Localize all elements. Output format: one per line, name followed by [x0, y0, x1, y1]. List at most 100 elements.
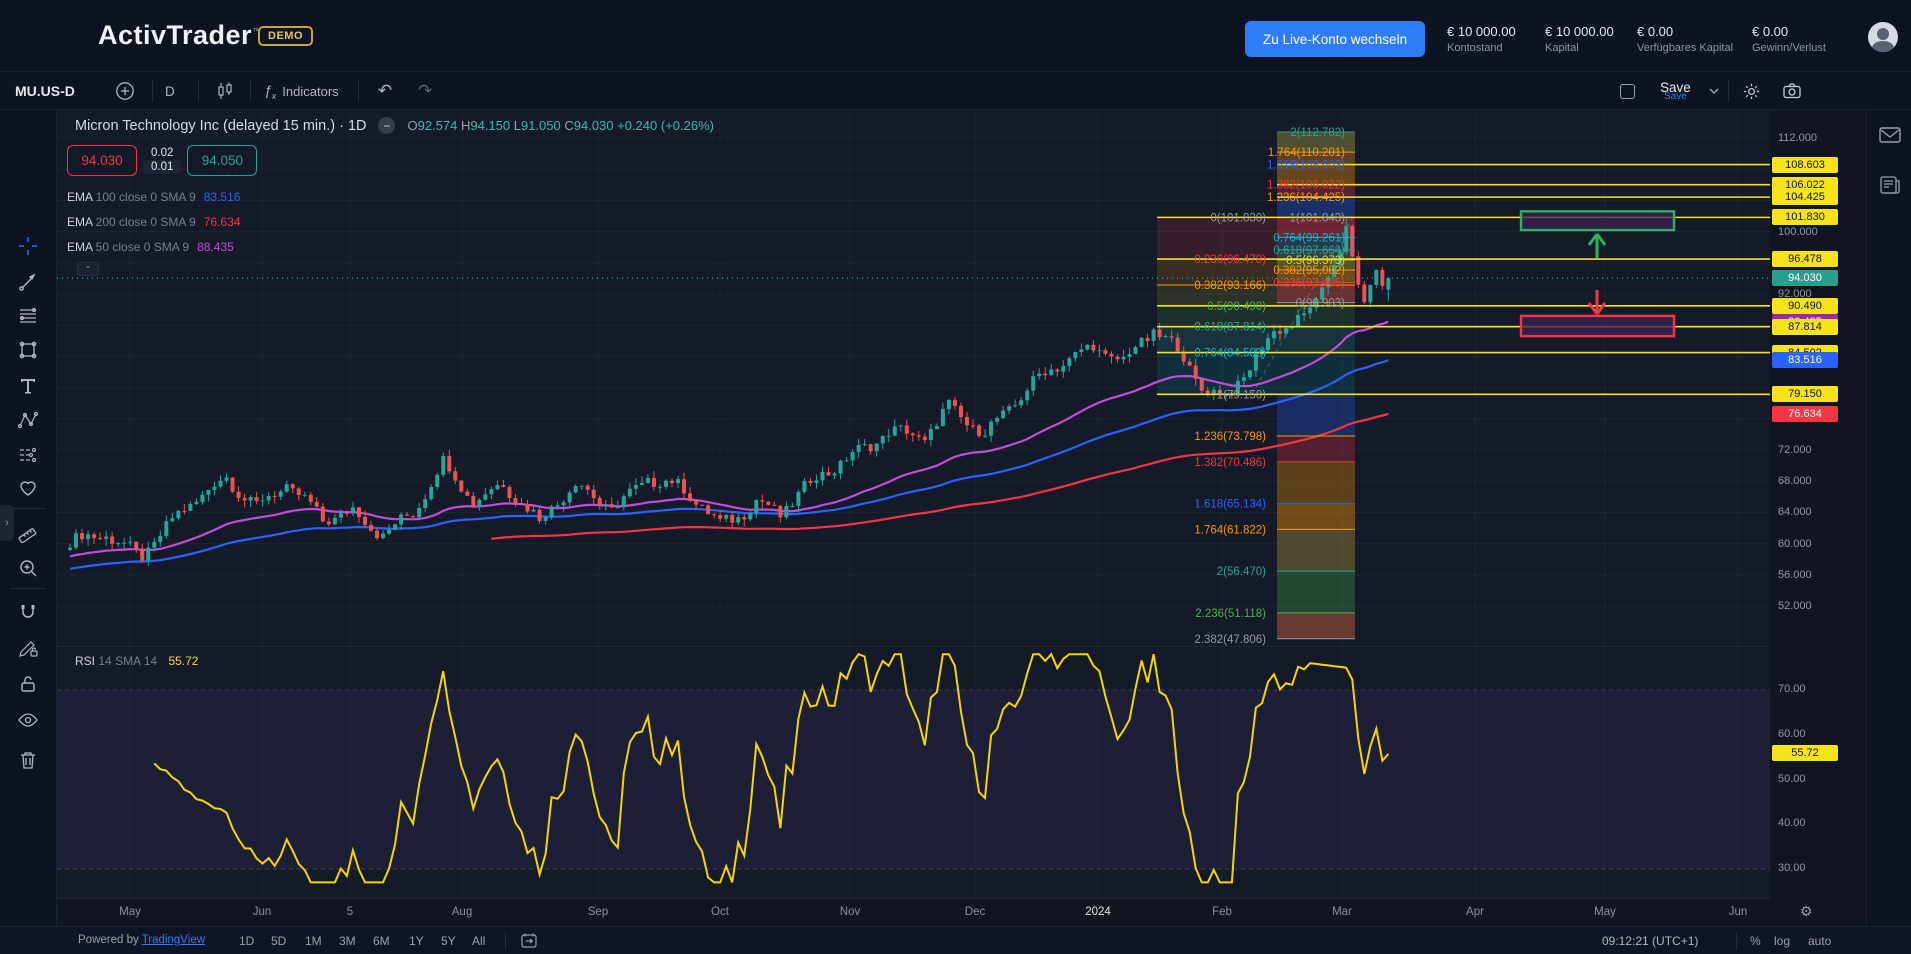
range-1d[interactable]: 1D [239, 934, 255, 948]
fib-label: 0.236(96.478) [1194, 254, 1266, 266]
go-to-date-icon[interactable] [520, 922, 538, 954]
drawing-lock-tool[interactable] [14, 634, 42, 662]
fib-label: 0.764(99.261) [1273, 232, 1345, 244]
expand-panel-chevron[interactable]: › [0, 505, 14, 541]
ema-50-line [69, 320, 1389, 558]
clock[interactable]: 09:12:21 (UTC+1) [1602, 934, 1699, 948]
zoom-in-tool[interactable] [14, 554, 42, 582]
fib-label: 0.5(96.373) [1286, 255, 1345, 267]
ask-button[interactable]: 94.050 [187, 145, 258, 176]
powered-by: Powered by TradingView [78, 934, 206, 946]
fib-label: 2(56.470) [1217, 566, 1266, 578]
fib-label: 1.382(106.022) [1267, 180, 1345, 192]
switch-to-live-button[interactable]: Zu Live-Konto wechseln [1245, 21, 1426, 57]
save-button[interactable]: Save Save [1660, 79, 1691, 103]
price-tag: 101.830 [1772, 209, 1838, 226]
fib-label: 1.236(73.798) [1194, 431, 1266, 443]
emoji-tool[interactable] [14, 474, 42, 502]
range-3m[interactable]: 3M [339, 934, 356, 948]
price-tag: 96.478 [1772, 251, 1838, 268]
collapse-indicators-icon[interactable]: ⌃ [77, 262, 99, 276]
tradingview-link[interactable]: TradingView [141, 934, 206, 946]
camera-icon[interactable] [1782, 72, 1802, 110]
account-metric: € 0.00 Gewinn/Verlust [1752, 24, 1826, 54]
text-tool[interactable] [14, 372, 42, 400]
indicators-button[interactable]: ƒx Indicators [264, 81, 339, 101]
toolbar-divider [10, 588, 46, 589]
bid-button[interactable]: 94.030 [67, 145, 137, 176]
account-label: Verfügbares Kapital [1637, 42, 1734, 54]
account-value: € 10 000.00 [1447, 24, 1516, 39]
trend-line-tool[interactable] [14, 268, 42, 296]
news-icon[interactable] [1877, 172, 1903, 198]
chart-toolbar: MU.US-D D ƒx Indicators ↶ ↷ Save Save [0, 72, 1911, 110]
fib-label: 1.382(70.486) [1194, 457, 1266, 469]
fib-label: 1.764(110.201) [1268, 147, 1345, 159]
avatar[interactable] [1868, 22, 1898, 52]
sell-zone-box [1519, 314, 1676, 338]
hide-all-tool[interactable] [14, 706, 42, 734]
fib-label: 0.382(93.166) [1194, 280, 1266, 292]
price-tick: 52.000 [1778, 600, 1812, 613]
forecast-tool[interactable] [14, 440, 42, 468]
account-label: Kontostand [1447, 42, 1503, 54]
shapes-tool[interactable] [14, 336, 42, 364]
fib-label: 2.382(47.806) [1194, 634, 1266, 646]
range-all[interactable]: All [472, 934, 486, 948]
lock-all-tool[interactable] [14, 670, 42, 698]
save-chevron-icon[interactable] [1708, 72, 1720, 110]
scale-log[interactable]: log [1774, 934, 1791, 948]
xabcd-pattern-tool[interactable] [14, 406, 42, 434]
ema-legend-row: EMA 100 close 0 SMA 9 83.516 [67, 190, 241, 204]
up-arrow [1587, 233, 1607, 258]
account-value: € 0.00 [1752, 24, 1789, 39]
price-tick: 72.000 [1778, 444, 1812, 457]
account-label: Gewinn/Verlust [1752, 42, 1826, 54]
account-metric: € 10 000.00 Kapital [1545, 24, 1614, 54]
fib-retracement-tool[interactable] [14, 302, 42, 330]
scale-%[interactable]: % [1750, 934, 1761, 948]
magnet-tool[interactable] [14, 598, 42, 626]
undo-icon[interactable]: ↶ [378, 81, 393, 100]
range-1y[interactable]: 1Y [409, 934, 424, 948]
price-axis[interactable]: 112.000 100.000 92.000 72.000 68.000 64.000 60… [1770, 110, 1866, 926]
price-tag: 79.150 [1772, 386, 1838, 403]
month-label: Mar [1332, 906, 1352, 918]
month-label: Oct [711, 906, 729, 918]
add-symbol-icon[interactable] [115, 72, 135, 110]
top-header: ActivTrader™ DEMO Zu Live-Konto wechseln… [0, 0, 1911, 72]
rsi-pane[interactable] [57, 646, 1770, 899]
month-label: May [119, 906, 141, 918]
fib-label: 2.236(51.118) [1195, 608, 1266, 620]
remove-all-tool[interactable] [14, 746, 42, 774]
range-5d[interactable]: 5D [271, 934, 287, 948]
symbol-label[interactable]: MU.US-D [15, 83, 75, 99]
settings-gear-icon[interactable] [1742, 72, 1761, 110]
fib-label: 0.764(84.502) [1194, 348, 1266, 360]
price-tag: 108.603 [1772, 156, 1838, 173]
rsi-tick: 60.00 [1778, 727, 1806, 740]
axis-settings-gear-icon[interactable]: ⚙ [1800, 903, 1813, 919]
range-6m[interactable]: 6M [373, 934, 390, 948]
save-layout-checkbox[interactable] [1620, 72, 1635, 110]
range-1m[interactable]: 1M [305, 934, 322, 948]
time-axis[interactable]: May Jun 5 Aug Sep Oct Nov Dec 2024 Feb Mar Apr May Ju… [57, 898, 1770, 926]
scale-auto[interactable]: auto [1808, 934, 1832, 948]
rsi-tick: 70.00 [1778, 683, 1806, 695]
range-5y[interactable]: 5Y [441, 934, 456, 948]
redo-icon[interactable]: ↷ [418, 81, 433, 100]
chart-type-icon[interactable] [215, 72, 235, 110]
interval-button[interactable]: D [165, 83, 175, 99]
price-tick: 56.000 [1778, 568, 1812, 581]
price-tick: 92.000 [1778, 288, 1812, 301]
mail-icon[interactable] [1877, 122, 1903, 148]
account-metric: € 10 000.00 Kontostand [1447, 24, 1516, 54]
month-label: Sep [587, 906, 609, 918]
price-tick: 60.000 [1778, 537, 1812, 550]
fib-label: 0(101.830) [1210, 212, 1266, 224]
collapse-legend-icon[interactable]: − [378, 117, 396, 134]
crosshair-tool[interactable] [14, 232, 42, 260]
ruler-tool[interactable] [14, 518, 42, 546]
main-chart-pane[interactable]: 0(101.830) 0.236(96.478) 0.382(93.166) 0.5(… [57, 110, 1770, 646]
